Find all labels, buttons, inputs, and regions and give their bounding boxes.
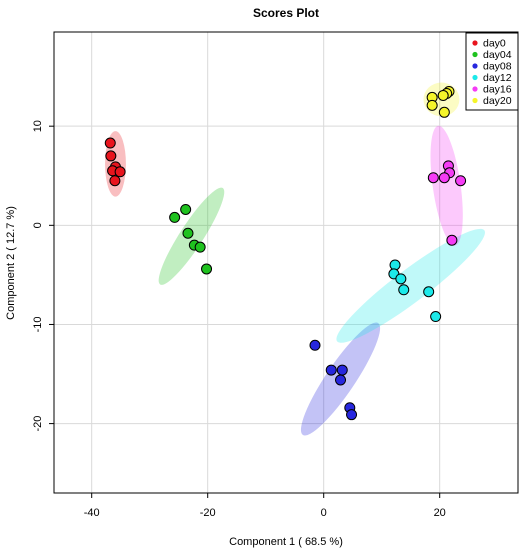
x-tick-label: -20 xyxy=(200,507,216,519)
confidence-ellipse-day12 xyxy=(336,228,485,343)
y-tick-label: -20 xyxy=(32,416,44,432)
confidence-ellipse-day16 xyxy=(430,125,463,246)
legend-marker-day16 xyxy=(472,86,478,92)
data-point-day0 xyxy=(109,175,121,187)
data-point-day08 xyxy=(346,409,358,421)
legend-marker-day12 xyxy=(472,74,478,81)
x-axis-label: Component 1 ( 68.5 %) xyxy=(229,536,343,548)
data-point-day12 xyxy=(389,259,401,271)
y-tick-label: -10 xyxy=(32,317,44,333)
plot-border xyxy=(53,31,519,494)
x-tick-label: -40 xyxy=(84,507,100,519)
y-axis-label: Component 2 ( 12.7 %) xyxy=(5,206,17,320)
data-point-day16 xyxy=(438,172,450,184)
data-point-day20 xyxy=(426,99,438,111)
data-point-day04 xyxy=(180,203,192,215)
legend-label-day16: day16 xyxy=(483,84,512,96)
data-point-day0 xyxy=(105,150,117,162)
data-point-day04 xyxy=(194,241,206,253)
data-point-day12 xyxy=(423,286,435,298)
data-point-day12 xyxy=(430,311,442,323)
data-point-day04 xyxy=(182,227,194,239)
legend-label-day20: day20 xyxy=(483,95,512,107)
data-point-day16 xyxy=(455,175,467,187)
y-tick-label: 10 xyxy=(32,120,44,132)
legend-marker-day04 xyxy=(472,51,478,58)
data-point-day08 xyxy=(336,364,348,376)
data-point-day12 xyxy=(395,273,407,285)
data-point-day04 xyxy=(169,211,181,223)
chart-title: Scores Plot xyxy=(253,6,319,20)
legend-marker-day0 xyxy=(472,40,478,46)
data-point-day20 xyxy=(437,89,449,101)
data-point-day04 xyxy=(201,263,213,275)
y-tick-label: 0 xyxy=(32,222,44,228)
legend-box xyxy=(465,32,519,111)
data-point-day0 xyxy=(104,137,116,149)
data-point-day12 xyxy=(398,284,410,296)
data-point-day08 xyxy=(309,339,321,351)
data-point-day08 xyxy=(325,364,337,376)
x-tick-label: 0 xyxy=(321,507,327,519)
legend-label-day08: day08 xyxy=(483,61,512,73)
data-point-day16 xyxy=(446,234,458,246)
data-point-day0 xyxy=(114,166,126,178)
plot-area: -40 -20 0 20-20-10010day0day04day08day12day… xyxy=(32,31,519,519)
data-point-day20 xyxy=(438,106,450,118)
data-point-day08 xyxy=(335,374,347,386)
legend-label-day0: day0 xyxy=(483,38,506,50)
data-point-day16 xyxy=(427,172,439,184)
legend-marker-day20 xyxy=(472,97,478,104)
legend-label-day12: day12 xyxy=(483,72,512,84)
legend-marker-day08 xyxy=(472,63,478,69)
legend-label-day04: day04 xyxy=(483,49,512,61)
x-tick-label: 20 xyxy=(434,507,446,519)
